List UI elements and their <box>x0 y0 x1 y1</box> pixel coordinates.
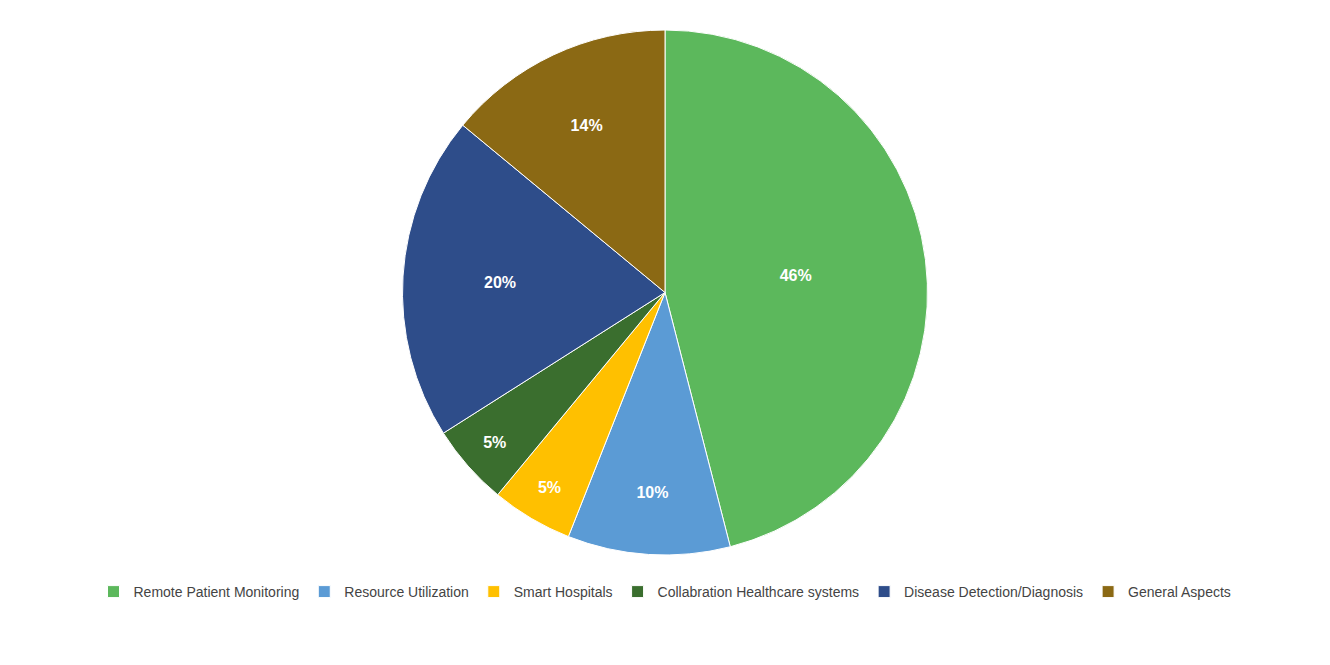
svg-text:5%: 5% <box>483 434 506 451</box>
svg-text:Resource Utilization: Resource Utilization <box>344 584 469 600</box>
svg-text:10%: 10% <box>636 484 668 501</box>
svg-text:14%: 14% <box>571 117 603 134</box>
svg-text:20%: 20% <box>484 274 516 291</box>
svg-text:Disease Detection/Diagnosis: Disease Detection/Diagnosis <box>904 584 1083 600</box>
svg-text:Smart Hospitals: Smart Hospitals <box>514 584 613 600</box>
svg-text:46%: 46% <box>780 267 812 284</box>
svg-text:Collabration Healthcare system: Collabration Healthcare systems <box>658 584 860 600</box>
svg-text:5%: 5% <box>538 479 561 496</box>
svg-text:General Aspects: General Aspects <box>1128 584 1231 600</box>
svg-text:Remote Patient Monitoring: Remote Patient Monitoring <box>134 584 300 600</box>
